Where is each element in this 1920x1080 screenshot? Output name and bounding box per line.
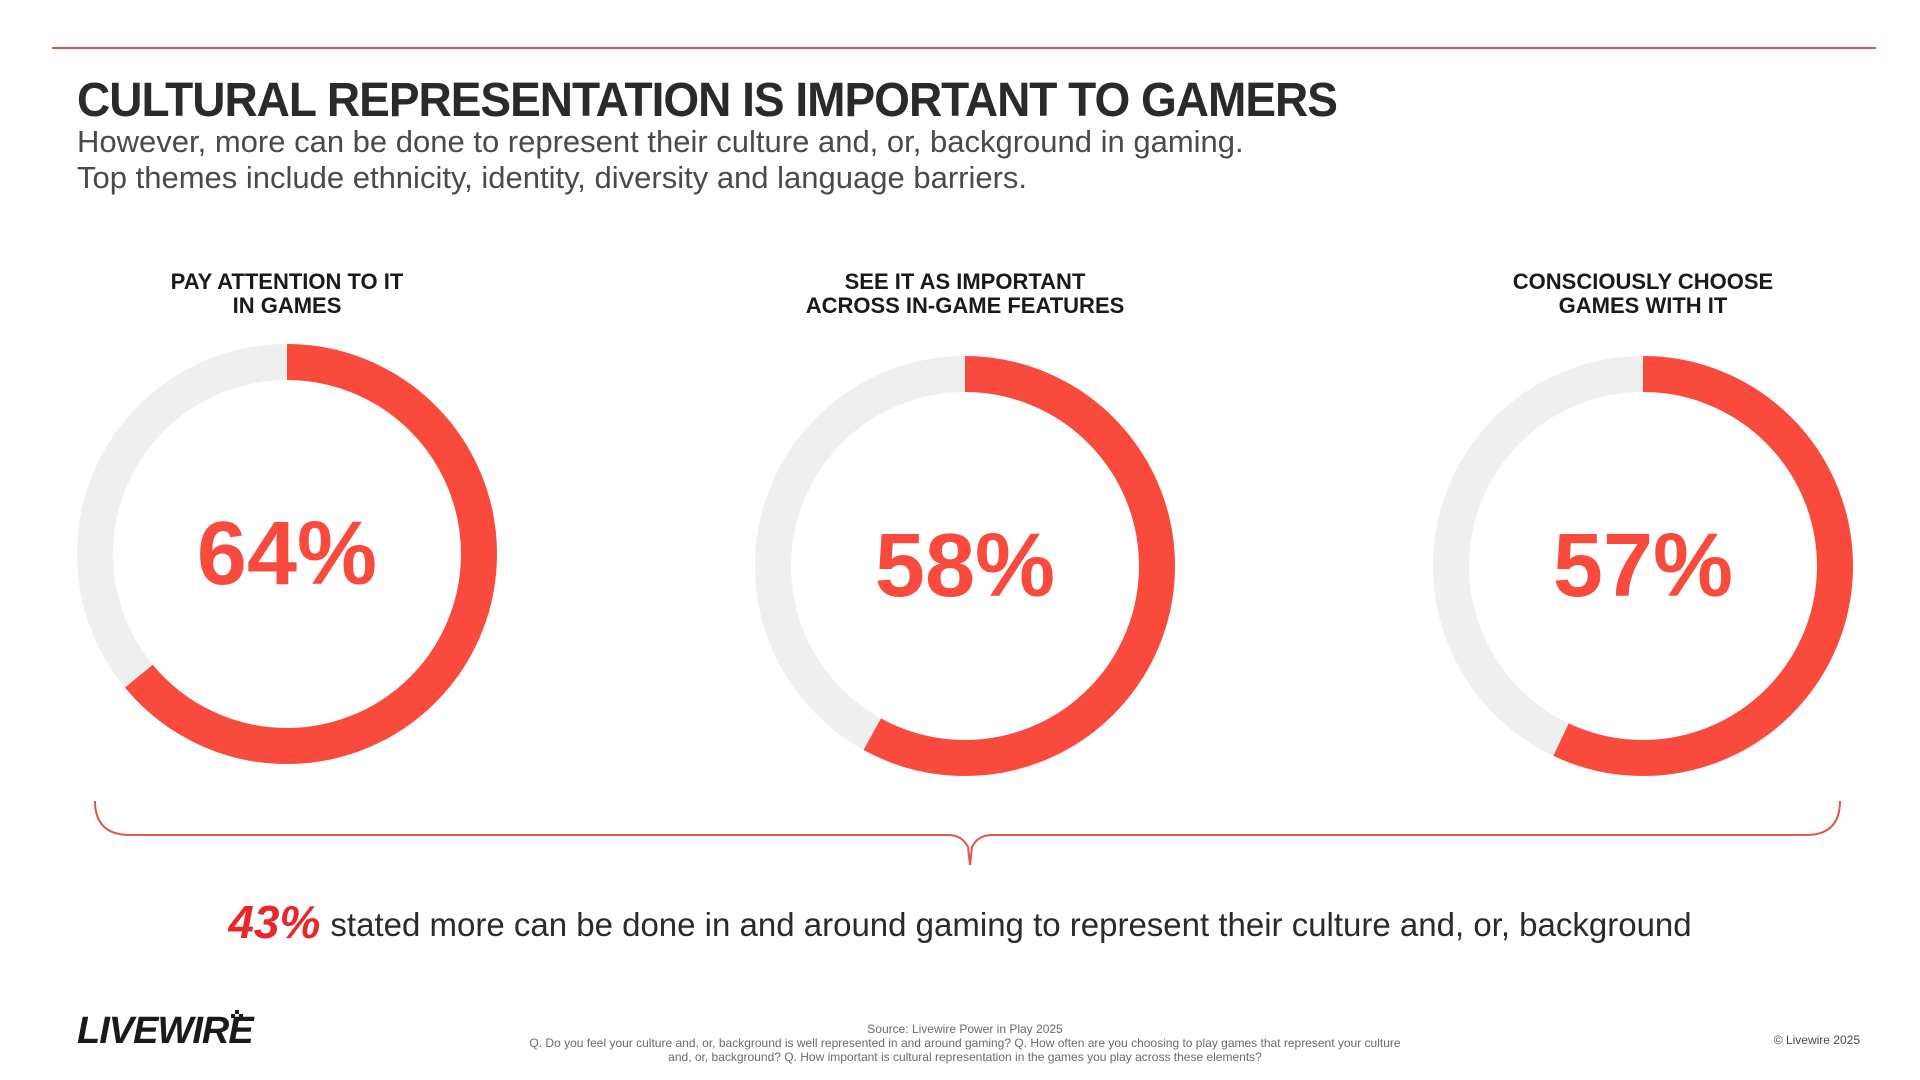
donut-card-1: PAY ATTENTION TO IT IN GAMES 64% bbox=[37, 270, 537, 764]
donut-chart-2: 58% bbox=[755, 356, 1175, 776]
donut-value-arc bbox=[77, 344, 497, 764]
donut-value-label: 64% bbox=[197, 504, 377, 604]
summary-percent: 43% bbox=[228, 896, 321, 948]
donut-value-label: 57% bbox=[1553, 516, 1733, 616]
donut-label-2-line2: ACROSS IN-GAME FEATURES bbox=[805, 293, 1125, 318]
page-title: CULTURAL REPRESENTATION IS IMPORTANT TO … bbox=[77, 71, 1338, 127]
subtitle-line-2: Top themes include ethnicity, identity, … bbox=[77, 160, 1028, 195]
donut-card-3: CONSCIOUSLY CHOOSE GAMES WITH IT 57% bbox=[1393, 270, 1893, 776]
donut-value-arc bbox=[755, 356, 1175, 776]
top-divider bbox=[52, 47, 1876, 49]
summary-statement: 43% stated more can be done in and around… bbox=[0, 895, 1920, 949]
donut-value-label: 58% bbox=[875, 516, 1055, 616]
question-line-2: and, or, background? Q. How important is… bbox=[668, 1050, 1262, 1064]
donut-label-1-line2: IN GAMES bbox=[232, 293, 342, 318]
summary-text: stated more can be done in and around ga… bbox=[330, 906, 1692, 943]
donut-chart-1: 64% bbox=[77, 344, 497, 764]
source-footnote: Source: Livewire Power in Play 2025 Q. D… bbox=[460, 1022, 1470, 1064]
donut-card-2: SEE IT AS IMPORTANT ACROSS IN-GAME FEATU… bbox=[715, 270, 1215, 776]
logo-text: LIVEWIRE bbox=[77, 1010, 254, 1052]
donut-label-1: PAY ATTENTION TO IT IN GAMES bbox=[37, 270, 537, 322]
donut-value-arc bbox=[1433, 356, 1853, 776]
grouping-brace bbox=[94, 800, 1841, 866]
donut-label-3-line2: GAMES WITH IT bbox=[1558, 293, 1728, 318]
donut-chart-3: 57% bbox=[1433, 356, 1853, 776]
question-line-1: Q. Do you feel your culture and, or, bac… bbox=[529, 1036, 1401, 1050]
subtitle-line-1: However, more can be done to represent t… bbox=[77, 124, 1244, 159]
donut-label-2-line1: SEE IT AS IMPORTANT bbox=[844, 269, 1086, 294]
copyright: © Livewire 2025 bbox=[1773, 1033, 1860, 1047]
livewire-logo: LIVEWIRE bbox=[77, 1010, 254, 1060]
donut-label-2: SEE IT AS IMPORTANT ACROSS IN-GAME FEATU… bbox=[715, 270, 1215, 322]
page-subtitle: However, more can be done to represent t… bbox=[77, 124, 1244, 196]
pixel-mark-icon bbox=[231, 1010, 243, 1022]
source-line: Source: Livewire Power in Play 2025 bbox=[867, 1022, 1063, 1036]
donut-label-3-line1: CONSCIOUSLY CHOOSE bbox=[1512, 269, 1774, 294]
donut-label-1-line1: PAY ATTENTION TO IT bbox=[170, 269, 404, 294]
donut-label-3: CONSCIOUSLY CHOOSE GAMES WITH IT bbox=[1393, 270, 1893, 322]
